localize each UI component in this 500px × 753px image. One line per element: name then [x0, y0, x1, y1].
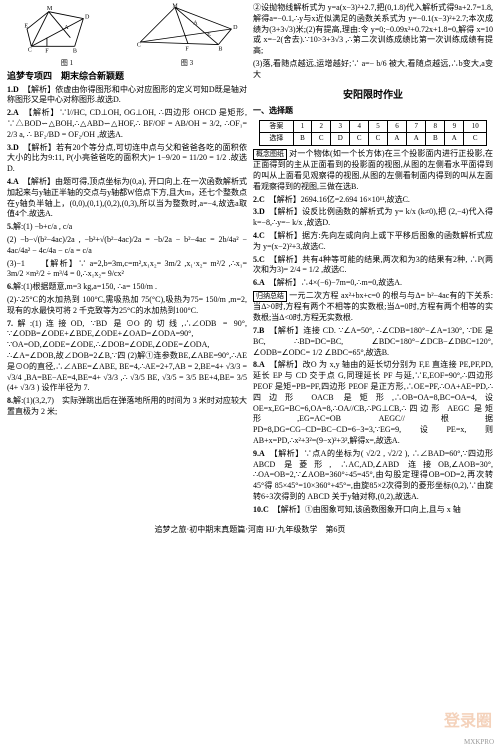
r1: 概念图纸对一个物体(如一个长方体)在三个投影面内进行正投影,在正面得到的主从正面… [253, 149, 493, 193]
q8: 8.解:(1)(3,2,7) 实际弹跳出后在弹落地所用的时间为 3 米时对应较大… [7, 396, 247, 418]
figure-3: M A D E C F B [129, 3, 247, 55]
r-top1: ②设抛物线解析式为 y=a(x−3)²+2.7,把(0,1.8)代入解析式得9a… [253, 3, 493, 57]
svg-text:F: F [45, 48, 49, 54]
svg-text:D: D [233, 25, 238, 31]
page-footer: 追梦之旅·初中期末真题篇·河南 HJ·九年级数学 第6页 [0, 521, 500, 540]
svg-text:C: C [137, 42, 141, 48]
svg-text:A: A [64, 25, 69, 31]
r8: 7.B 【解析】连接 CD. ∵∠A=50°, ∴∠CDB=180°−∠A=13… [253, 326, 493, 358]
watermark-icon: 登录圈 [444, 711, 492, 733]
q5b: (2) −b−√(b²−4ac)/2a , −b²+√(b²−4ac)/2a =… [7, 235, 247, 257]
svg-text:F: F [185, 47, 189, 53]
r6: 6.A 【解析】∴4×(−6)−7m=0,∴m=0,故选A. [253, 278, 493, 289]
figure-1: M E A D C F B [7, 3, 125, 55]
r3: 3.D 【解析】设反比例函数的解析式为 y= k/x (k≠0),把 (2,−4… [253, 207, 493, 229]
q5: 5.解:(1) −b+c/a , c/a [7, 222, 247, 233]
hw-title: 安阳限时作业 [253, 89, 493, 103]
q5c: (3)−1 【解析】∵ a=2,b=3m,c=m²,x₁x₂= 3m/2 ,x₁… [7, 259, 247, 281]
watermark-text: MXKPRO [464, 738, 494, 747]
svg-text:M: M [172, 3, 178, 9]
answer-table: 答案 1 2 3 4 5 6 7 8 9 10 选择 B C D C C A A [259, 120, 487, 146]
svg-text:E: E [24, 23, 28, 29]
q4: 4.A 【解析】由题可得,顶点坐标为(0,a), 开口向上.在一次函数解析式加起… [7, 177, 247, 220]
q3: 3.D 【解析】若有20个等分点,可切连中点与父和爸爸各吃的面积依大小的比为9:… [7, 143, 247, 175]
fig1-label: 图 1 [7, 59, 127, 68]
svg-text:D: D [85, 15, 90, 21]
geometry-figures: M E A D C F B M A D [7, 3, 247, 55]
r11: 10.C 【解析】①由图象可知,该函数图象开口向上,且与 x 轴 [253, 505, 493, 516]
r10: 9.A 【解析】∵点A的坐标为( √2/2 , √2/2 ), ∴∠BAD=60… [253, 449, 493, 503]
svg-text:M: M [47, 6, 53, 12]
choice-hdr: 一、选择题 [253, 106, 493, 117]
r-top2: (3)落,看随点越远,运增越好;∵ a=− b/6 被大,看随点越远,∴b变大,… [253, 59, 493, 81]
q6: 6.解:(1)根据题意,m=3 kg,a=150, ∴a= 150/m . [7, 282, 247, 293]
section-title: 追梦专项四 期末综合新颖题 [7, 70, 247, 82]
svg-text:A: A [193, 21, 198, 27]
r2: 2.C 【解析】2694.16亿=2.694 16×10¹¹,故选C. [253, 195, 493, 206]
q1: 1.D 【解析】依虚由你得图形和中心对应图形的定义可知D既是轴对称图形又是中心对… [7, 85, 247, 107]
svg-text:B: B [218, 47, 222, 53]
svg-text:E: E [207, 32, 211, 38]
q2: 2.A 【解析】∵l//HC, CD⊥OH, OG⊥OH, ∴四边形 OHCD … [7, 108, 247, 140]
q7: 7.解:(1)连接OD, ∵BD 是⊙O的切线,∴∠ODB = 90°, ∵∠O… [7, 319, 247, 395]
r7: 归纳总结一元二次方程 ax²+bx+c=0 的根与与Δ= b²−4ac有的下关系… [253, 291, 493, 324]
svg-text:C: C [28, 48, 32, 54]
r4: 4.C 【解析】据方:先向左或向向上或下平移后图象的函数解析式应为 y=(x−2… [253, 231, 493, 253]
r5: 5.C 【解析】共有4种等可能的结果,两次和为3的结果有2种, ∴P(两次和为3… [253, 255, 493, 277]
svg-text:B: B [73, 48, 77, 54]
r9: 8.A 【解析】改O 为 x,y 轴由的延长切分别为 F,E 直连接 PE,PF… [253, 360, 493, 446]
q6b: (2)∴25°C的水加热到 100°C,需吸热加 75(°C),吸热为75= 1… [7, 295, 247, 317]
fig3-label: 图 3 [127, 59, 247, 68]
